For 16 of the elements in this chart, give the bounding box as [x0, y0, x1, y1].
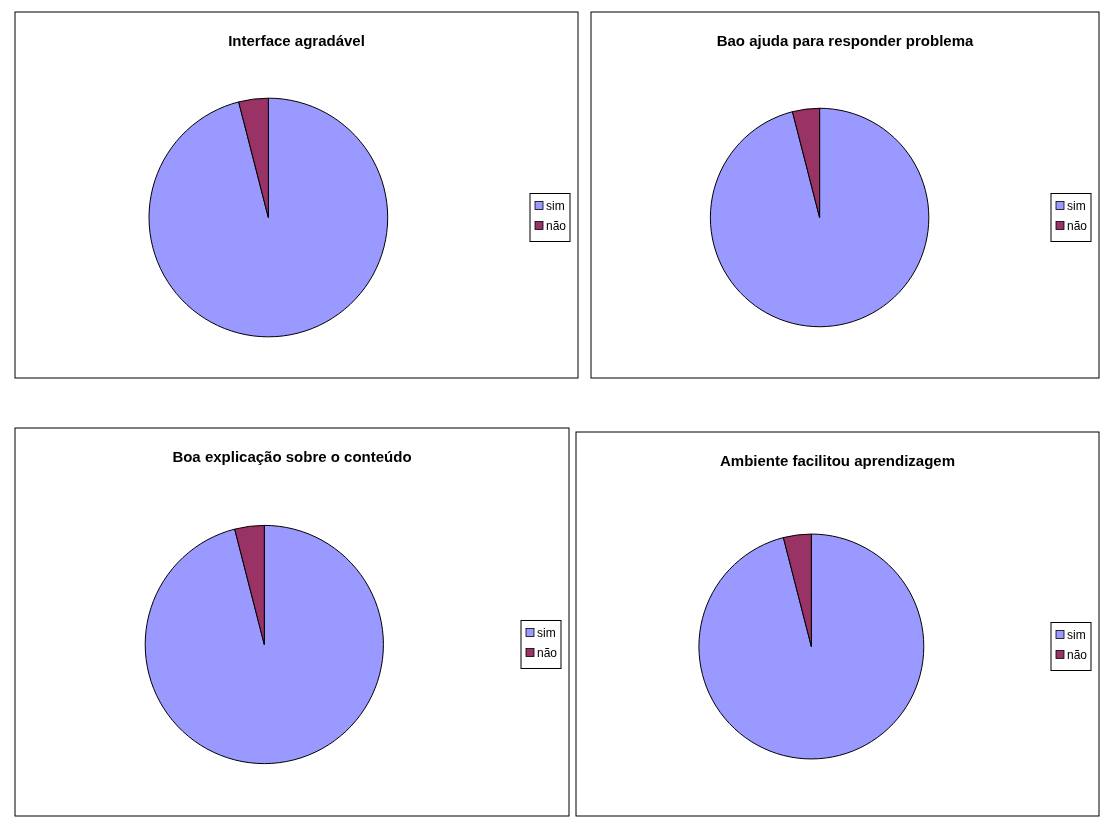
legend-label: não [1067, 647, 1088, 662]
legend-label: sim [537, 625, 556, 640]
pie-slice [698, 533, 925, 760]
pie-slice [709, 107, 930, 328]
legend-label: sim [1067, 627, 1086, 642]
chart-title: Ambiente facilitou aprendizagem [719, 452, 956, 469]
chart-title: Interface agradável [228, 32, 365, 49]
legend-label: não [546, 218, 567, 233]
pie-slice [144, 524, 384, 764]
legend-label: sim [546, 198, 565, 213]
chart-title: Bao ajuda para responder problema [716, 32, 975, 49]
legend-label: não [1067, 218, 1088, 233]
legend-label: não [537, 645, 558, 660]
chart-title: Boa explicação sobre o conteúdo [172, 448, 412, 465]
legend-label: sim [1067, 198, 1086, 213]
pie-slice [148, 97, 389, 338]
